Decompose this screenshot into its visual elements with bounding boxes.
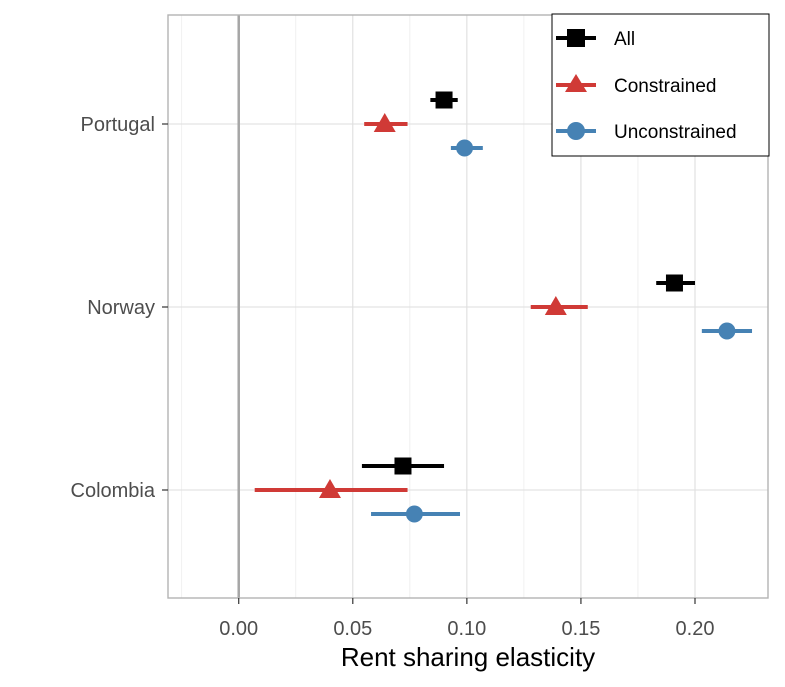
series-layer	[254, 91, 753, 523]
point-unconstrained-colombia	[405, 505, 423, 523]
point-constrained-colombia	[318, 479, 341, 498]
point-all-portugal	[435, 91, 453, 109]
legend-key-square-all	[567, 29, 585, 47]
point-unconstrained-norway	[718, 322, 736, 340]
x-tick-label: 0.15	[561, 618, 600, 640]
y-tick-label: Colombia	[71, 480, 156, 502]
legend-key-triangle-constrained	[565, 74, 587, 92]
legend-item-all: All	[556, 29, 635, 50]
y-tick-label: Portugal	[81, 114, 156, 136]
series-constrained	[254, 113, 588, 498]
series-all	[361, 91, 695, 475]
x-tick-label: 0.00	[219, 618, 258, 640]
series-unconstrained	[371, 139, 753, 523]
point-all-colombia	[394, 457, 412, 475]
legend-key-circle-unconstrained	[567, 122, 585, 140]
point-constrained-portugal	[373, 113, 396, 132]
legend-item-unconstrained: Unconstrained	[556, 122, 737, 143]
x-axis: 0.00 0.05 0.10 0.15 0.20	[219, 598, 714, 640]
point-unconstrained-portugal	[456, 139, 474, 157]
y-axis: Portugal Norway Colombia	[71, 114, 168, 502]
legend-item-constrained: Constrained	[556, 74, 716, 97]
x-tick-label: 0.05	[333, 618, 372, 640]
y-tick-label: Norway	[87, 297, 155, 319]
point-all-norway	[665, 274, 683, 292]
legend-label-unconstrained: Unconstrained	[614, 122, 737, 143]
x-axis-title: Rent sharing elasticity	[341, 642, 595, 672]
legend-label-constrained: Constrained	[614, 76, 716, 97]
legend-label-all: All	[614, 29, 635, 50]
point-constrained-norway	[544, 296, 567, 315]
x-tick-label: 0.20	[676, 618, 715, 640]
legend: All Constrained Unconstrained	[551, 13, 770, 157]
x-tick-label: 0.10	[447, 618, 486, 640]
